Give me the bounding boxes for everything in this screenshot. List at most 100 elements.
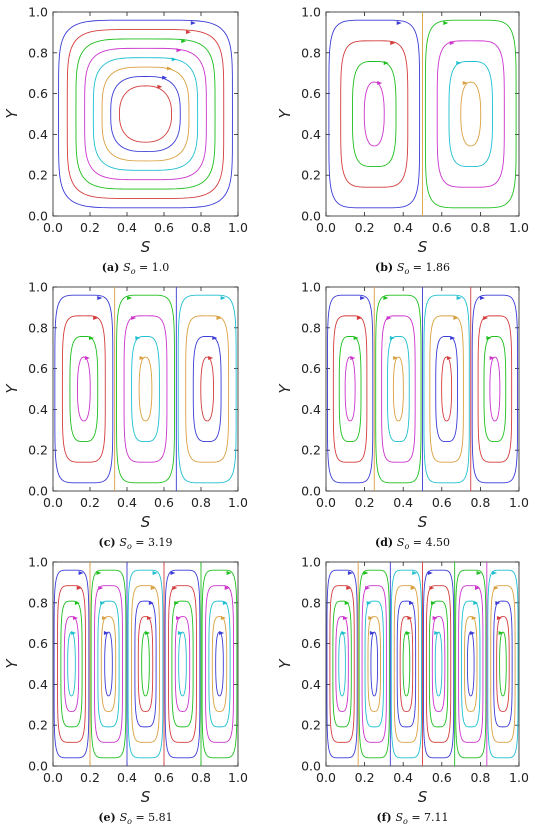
streamline-curve <box>54 294 114 484</box>
streamline-curve <box>392 356 404 422</box>
y-tick-label: 0.8 <box>28 45 48 60</box>
streamline-curve <box>118 85 173 143</box>
flow-arrow <box>157 84 163 89</box>
flow-arrow <box>396 20 402 25</box>
x-tick-label: 0.4 <box>393 220 413 235</box>
y-tick-label: 0.2 <box>301 443 321 458</box>
flow-arrow <box>427 570 433 575</box>
streamline-curve <box>361 585 387 743</box>
y-tick-label: 0.4 <box>28 402 48 417</box>
caption-value: = 3.19 <box>132 536 173 549</box>
streamline-curve <box>164 569 201 759</box>
flow-arrow <box>393 356 399 361</box>
flow-arrow <box>76 585 82 590</box>
y-axis-label: Y <box>276 108 294 119</box>
streamline-curve <box>326 569 358 759</box>
flow-arrow <box>166 66 172 71</box>
streamline-curve <box>344 356 356 422</box>
flow-arrow <box>343 616 349 621</box>
x-tick-label: 0.6 <box>154 220 174 235</box>
y-tick-label: 0.4 <box>28 677 48 692</box>
panel-d: 0.0 0.2 0.4 0.6 0.8 1.0 0.0 0.2 0.4 0.6 0.8 1.0 S Y (d… <box>276 280 529 552</box>
x-tick-label: 0.4 <box>393 770 413 785</box>
streamline-curve <box>455 569 487 759</box>
flow-arrow <box>176 48 182 53</box>
x-tick-label: 0.4 <box>117 770 137 785</box>
streamline-curve <box>496 616 510 712</box>
streamline-curve <box>396 600 417 728</box>
flow-arrow <box>369 631 375 636</box>
flow-arrow <box>483 316 489 321</box>
streamlines <box>326 287 519 491</box>
flow-arrow <box>449 41 455 46</box>
flow-arrow <box>434 631 440 636</box>
x-tick-label: 0.0 <box>43 495 63 510</box>
panel-c: 0.0 0.2 0.4 0.6 0.8 1.0 0.0 0.2 0.4 0.6 0.8 1.0 S Y (c… <box>3 280 248 552</box>
caption-subscript: o <box>404 267 409 276</box>
streamline-curve <box>493 600 513 728</box>
x-tick-label: 0.2 <box>355 495 375 510</box>
streamline-curve <box>340 40 409 188</box>
streamline-curve <box>134 600 157 728</box>
flow-arrow <box>496 616 502 621</box>
flow-arrow <box>446 356 452 361</box>
streamline-curve <box>131 335 160 443</box>
y-tick-label: 0.8 <box>301 320 321 335</box>
streamline-curve <box>61 315 106 463</box>
streamline-curve <box>483 335 507 443</box>
flow-arrow <box>84 356 90 361</box>
flow-arrow <box>212 336 218 341</box>
x-tick-label: 0.6 <box>432 495 452 510</box>
caption-value: = 1.86 <box>409 261 450 274</box>
streamline-curve <box>168 585 197 743</box>
y-tick-label: 0.0 <box>301 759 321 774</box>
x-tick-label: 1.0 <box>509 770 529 785</box>
caption-subscript: o <box>131 267 136 276</box>
flow-arrow <box>139 356 145 361</box>
flow-arrow <box>471 616 477 621</box>
y-tick-label: 0.6 <box>28 636 48 651</box>
x-tick-label: 0.6 <box>432 220 452 235</box>
x-axis-label: S <box>418 238 428 256</box>
y-axis-label: Y <box>3 108 21 119</box>
caption-value: = 1.0 <box>136 261 170 274</box>
x-tick-label: 0.0 <box>316 220 336 235</box>
streamline-curve <box>200 356 214 422</box>
streamline-curve <box>424 19 517 209</box>
flow-arrow <box>208 356 214 361</box>
streamline-curve <box>399 616 414 712</box>
flow-arrow <box>462 81 468 86</box>
x-tick-label: 0.8 <box>470 495 490 510</box>
x-tick-label: 1.0 <box>509 495 529 510</box>
x-tick-label: 0.8 <box>191 770 211 785</box>
flow-arrow <box>363 570 369 575</box>
flow-arrow <box>489 356 495 361</box>
x-tick-label: 0.2 <box>80 220 100 235</box>
streamline-curve <box>477 315 513 463</box>
y-tick-label: 0.0 <box>301 209 321 224</box>
flow-arrow <box>181 39 187 44</box>
streamline-curve <box>363 81 385 147</box>
axes-frame <box>52 286 239 492</box>
streamline-curve <box>466 631 475 697</box>
flow-arrow <box>474 585 480 590</box>
flow-arrow <box>145 631 151 636</box>
y-tick-label: 0.8 <box>301 45 321 60</box>
x-axis-label: S <box>141 513 151 531</box>
y-tick-label: 1.0 <box>28 5 48 20</box>
x-tick-label: 0.2 <box>80 770 100 785</box>
flow-arrow <box>486 336 492 341</box>
streamline-curve <box>435 335 458 443</box>
y-tick-label: 0.4 <box>28 127 48 142</box>
flow-arrow <box>98 585 104 590</box>
y-tick-label: 0.8 <box>28 320 48 335</box>
panel-caption: (c) So = 3.19 <box>98 536 172 551</box>
caption-label: (c) <box>98 536 119 549</box>
flow-arrow <box>443 20 449 25</box>
streamline-curve <box>329 585 355 743</box>
streamline-curve <box>69 335 99 443</box>
streamline-curve <box>110 76 181 152</box>
x-axis-label: S <box>418 513 428 531</box>
streamline-curve <box>138 356 153 422</box>
y-tick-label: 0.6 <box>301 636 321 651</box>
